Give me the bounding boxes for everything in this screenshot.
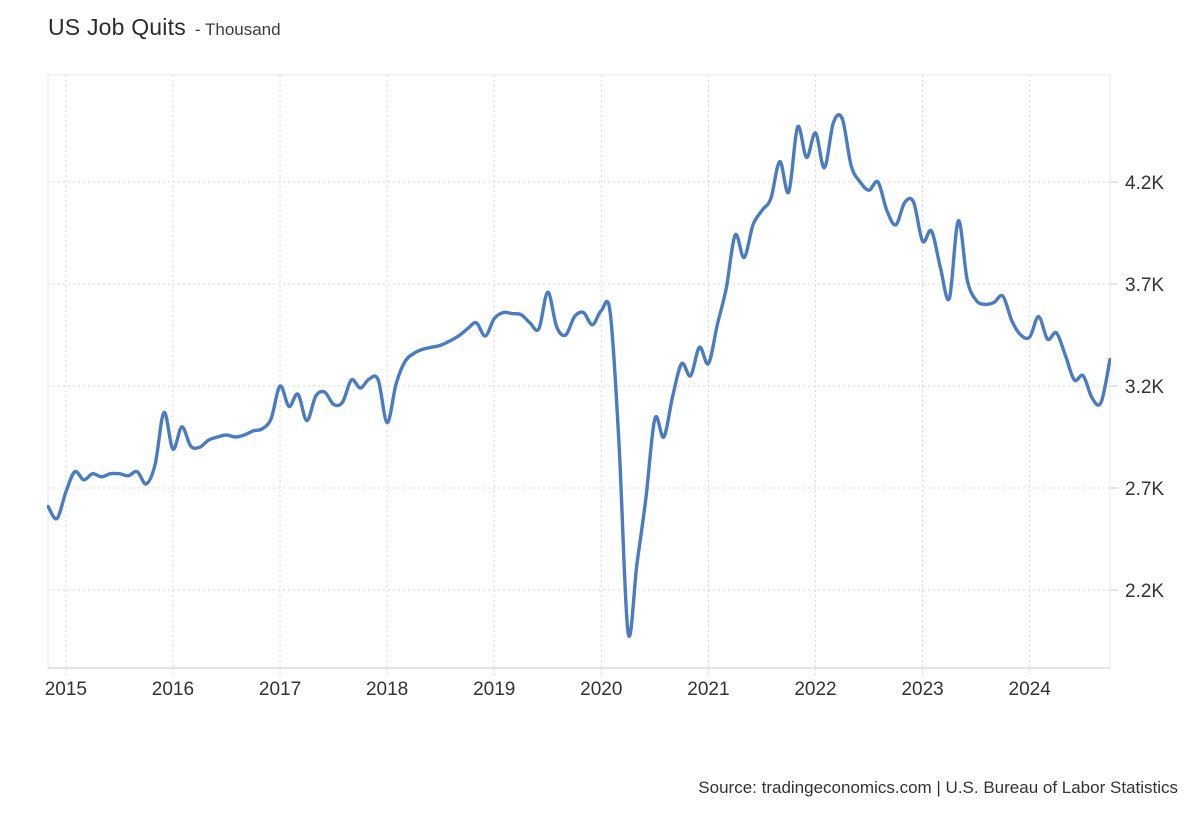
series-line-us-job-quits xyxy=(47,113,1111,638)
y-tick-label: 2.7K xyxy=(1125,479,1164,500)
source-attribution: Source: tradingeconomics.com | U.S. Bure… xyxy=(698,778,1178,797)
x-tick-label: 2017 xyxy=(259,679,301,700)
y-tick-label: 3.2K xyxy=(1125,377,1164,398)
x-tick-label: 2024 xyxy=(1009,679,1052,700)
plot-frame xyxy=(47,74,1111,669)
x-tick-label: 2015 xyxy=(45,679,87,700)
y-tick-label: 3.7K xyxy=(1125,275,1164,296)
x-tick-label: 2019 xyxy=(473,679,515,700)
x-tick-label: 2021 xyxy=(687,679,729,700)
chart-unit-subtitle: - Thousand xyxy=(194,20,281,39)
y-tick-label: 2.2K xyxy=(1125,581,1164,602)
y-tick-label: 4.2K xyxy=(1125,173,1164,194)
chart-title: US Job Quits xyxy=(48,14,186,40)
x-tick-label: 2023 xyxy=(901,679,943,700)
x-tick-label: 2020 xyxy=(580,679,622,700)
x-tick-label: 2022 xyxy=(794,679,836,700)
x-tick-label: 2018 xyxy=(366,679,408,700)
x-tick-label: 2016 xyxy=(152,679,194,700)
chart-header: US Job Quits - Thousand xyxy=(48,14,281,41)
